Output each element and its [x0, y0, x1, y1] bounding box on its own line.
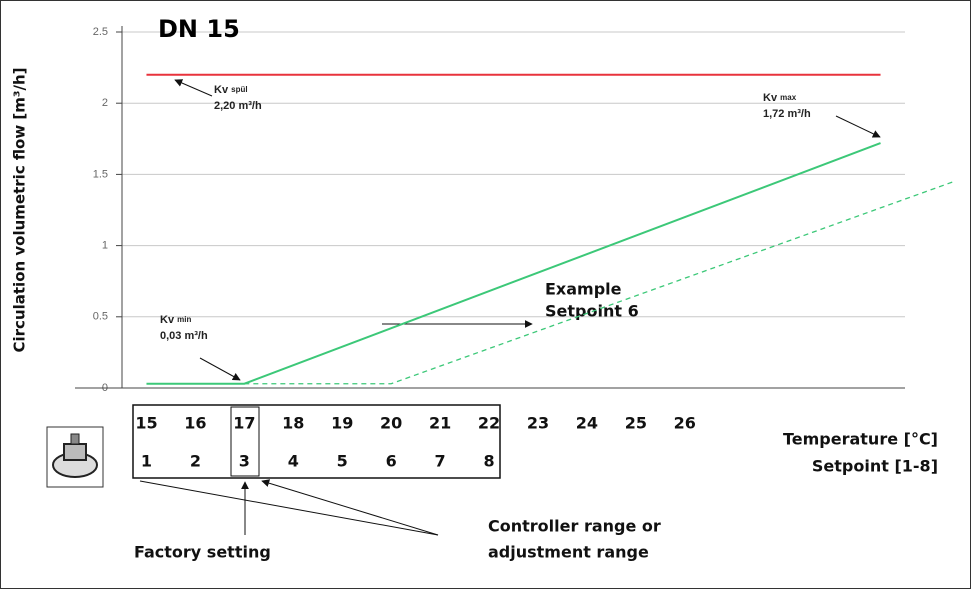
- arrow: [261, 479, 439, 536]
- setpoint-label: 5: [337, 452, 348, 471]
- x-tick-label: 15: [135, 414, 157, 433]
- series-line: [244, 180, 955, 385]
- series-line: [146, 142, 881, 385]
- annotation: Kv min: [160, 314, 191, 326]
- arrow: [139, 480, 439, 536]
- x-tick-label: 17: [233, 414, 255, 433]
- range-box: [132, 404, 501, 479]
- arrow: [835, 115, 881, 138]
- x-tick-label: 22: [478, 414, 500, 433]
- y-tick-label: 0.5: [93, 311, 108, 323]
- annotation: adjustment range: [488, 543, 649, 562]
- chart-title: DN 15: [158, 15, 240, 43]
- setpoint-label: 3: [239, 452, 250, 471]
- annotation: Factory setting: [134, 543, 271, 562]
- factory-box: [230, 406, 260, 477]
- annotation: 0,03 m³/h: [160, 330, 208, 342]
- annotation: Example: [545, 280, 622, 299]
- x-tick-label: 21: [429, 414, 451, 433]
- setpoint-label: 4: [288, 452, 299, 471]
- setpoint-label: 1: [141, 452, 152, 471]
- setpoint-label: 7: [435, 452, 446, 471]
- setpoint-label: 2: [190, 452, 201, 471]
- arrow: [199, 357, 241, 381]
- annotation: 2,20 m³/h: [214, 100, 262, 112]
- setpoint-label: 6: [386, 452, 397, 471]
- x-axis-label: Temperature [°C]: [783, 430, 938, 449]
- x-tick-label: 24: [576, 414, 598, 433]
- x-tick-label: 20: [380, 414, 402, 433]
- annotation: 1,72 m³/h: [763, 108, 811, 120]
- y-tick-label: 2.5: [93, 26, 108, 38]
- setpoint-label: Setpoint [1-8]: [812, 457, 938, 476]
- y-tick-label: 1: [102, 240, 108, 252]
- x-tick-label: 23: [527, 414, 549, 433]
- x-tick-label: 18: [282, 414, 304, 433]
- setpoint-label: 8: [483, 452, 494, 471]
- y-tick-label: 1.5: [93, 168, 108, 180]
- valve-icon: [46, 426, 104, 488]
- x-tick-label: 19: [331, 414, 353, 433]
- x-tick-label: 25: [625, 414, 647, 433]
- arrow: [174, 79, 213, 97]
- x-tick-label: 26: [674, 414, 696, 433]
- annotation: Controller range or: [488, 517, 661, 536]
- annotation: Kv max: [763, 92, 797, 104]
- annotation: Kv spül: [214, 84, 248, 96]
- x-tick-label: 16: [184, 414, 206, 433]
- y-axis-label: Circulation volumetric flow [m³/h]: [11, 68, 29, 353]
- y-tick-label: 2: [102, 97, 108, 109]
